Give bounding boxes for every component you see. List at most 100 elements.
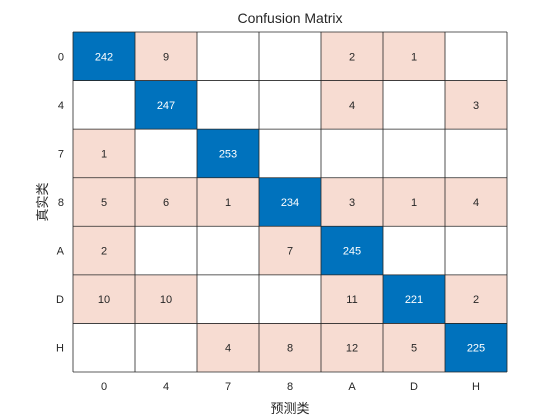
matrix-cell-r6-c4 xyxy=(321,323,383,372)
column-tick-label: 8 xyxy=(287,381,293,393)
matrix-cell-r3-c6 xyxy=(445,177,507,227)
matrix-cell-r2-c3 xyxy=(259,129,321,178)
cell-value-label: 245 xyxy=(343,246,361,258)
matrix-cell-r6-c5 xyxy=(383,323,445,372)
cell-value-label: 7 xyxy=(287,246,293,258)
cell-value-label: 242 xyxy=(95,51,113,63)
matrix-cell-r4-c5 xyxy=(383,226,445,275)
cell-value-label: 1 xyxy=(411,197,417,209)
matrix-cell-r1-c6 xyxy=(445,80,507,130)
row-tick-label: D xyxy=(56,294,64,306)
matrix-cell-r6-c1 xyxy=(135,323,197,372)
matrix-cell-r0-c4 xyxy=(321,32,383,81)
column-tick-label: 0 xyxy=(101,381,107,393)
row-tick-label: 4 xyxy=(58,100,64,112)
cell-value-label: 2 xyxy=(473,294,479,306)
matrix-cell-r0-c3 xyxy=(259,32,321,81)
cell-value-label: 4 xyxy=(225,343,231,355)
row-tick-label: 7 xyxy=(58,148,64,160)
matrix-cell-r0-c0 xyxy=(73,32,135,81)
cell-value-label: 2 xyxy=(349,51,355,63)
y-axis-label: 真实类 xyxy=(35,182,50,221)
matrix-cell-r5-c5 xyxy=(383,274,445,324)
matrix-cell-r0-c2 xyxy=(197,32,259,81)
cell-value-label: 8 xyxy=(287,343,293,355)
matrix-cell-r4-c6 xyxy=(445,226,507,275)
cell-value-label: 9 xyxy=(163,51,169,63)
row-tick-labels: 0 4 7 8 A D H xyxy=(56,51,65,354)
column-tick-labels: 0 4 7 8 A D H xyxy=(101,381,480,393)
matrix-cell-r2-c0 xyxy=(73,129,135,178)
matrix-cell-r1-c3 xyxy=(259,80,321,130)
cell-value-label: 5 xyxy=(411,343,417,355)
row-tick-label: H xyxy=(56,343,64,355)
matrix-cell-r4-c3 xyxy=(259,226,321,275)
matrix-cell-r2-c5 xyxy=(383,129,445,178)
matrix-cell-r4-c1 xyxy=(135,226,197,275)
cell-value-label: 4 xyxy=(349,100,355,112)
matrix-cell-r2-c6 xyxy=(445,129,507,178)
matrix-cell-r1-c5 xyxy=(383,80,445,130)
matrix-cell-r6-c0 xyxy=(73,323,135,372)
matrix-grid xyxy=(72,31,508,373)
x-axis-label: 预测类 xyxy=(270,401,309,416)
matrix-cell-r5-c2 xyxy=(197,274,259,324)
matrix-cell-r2-c2 xyxy=(197,129,259,178)
cell-value-label: 4 xyxy=(473,197,479,209)
matrix-cell-r4-c2 xyxy=(197,226,259,275)
matrix-cell-r6-c6 xyxy=(445,323,507,372)
matrix-cell-r6-c3 xyxy=(259,323,321,372)
row-tick-label: 0 xyxy=(58,51,64,63)
matrix-cell-r1-c0 xyxy=(73,80,135,130)
matrix-cell-r5-c4 xyxy=(321,274,383,324)
matrix-cell-r1-c2 xyxy=(197,80,259,130)
cell-value-label: 221 xyxy=(405,294,423,306)
row-tick-label: A xyxy=(57,246,65,258)
matrix-cell-r0-c6 xyxy=(445,32,507,81)
column-tick-label: D xyxy=(410,381,418,393)
matrix-cell-r4-c4 xyxy=(321,226,383,275)
cell-value-label: 3 xyxy=(473,100,479,112)
matrix-cell-r5-c3 xyxy=(259,274,321,324)
matrix-cell-r3-c0 xyxy=(73,177,135,227)
cell-value-label: 225 xyxy=(467,343,485,355)
matrix-cell-r3-c2 xyxy=(197,177,259,227)
cell-value-label: 6 xyxy=(163,197,169,209)
chart-title: Confusion Matrix xyxy=(237,10,342,26)
cell-value-label: 2 xyxy=(101,246,107,258)
matrix-cell-r0-c1 xyxy=(135,32,197,81)
cell-value-label: 234 xyxy=(281,197,299,209)
cell-value-label: 1 xyxy=(411,51,417,63)
matrix-cell-r0-c5 xyxy=(383,32,445,81)
matrix-cell-r5-c0 xyxy=(73,274,135,324)
column-tick-label: A xyxy=(348,381,356,393)
matrix-cell-r3-c5 xyxy=(383,177,445,227)
cell-value-label: 11 xyxy=(346,294,357,306)
matrix-cell-r2-c1 xyxy=(135,129,197,178)
cell-value-label: 10 xyxy=(160,294,172,306)
matrix-cell-r3-c3 xyxy=(259,177,321,227)
matrix-cell-r6-c2 xyxy=(197,323,259,372)
cell-value-label: 3 xyxy=(349,197,355,209)
matrix-cell-r5-c6 xyxy=(445,274,507,324)
cell-value-label: 12 xyxy=(346,343,358,355)
matrix-cell-r4-c0 xyxy=(73,226,135,275)
cell-value-label: 247 xyxy=(157,100,175,112)
matrix-cell-r1-c1 xyxy=(135,80,197,130)
cell-value-label: 5 xyxy=(101,197,107,209)
cell-value-label: 253 xyxy=(219,148,237,160)
column-tick-label: 4 xyxy=(163,381,169,393)
row-tick-label: 8 xyxy=(58,197,64,209)
cell-value-label: 10 xyxy=(98,294,110,306)
matrix-cell-r1-c4 xyxy=(321,80,383,130)
matrix-cell-r2-c4 xyxy=(321,129,383,178)
cell-value-label: 1 xyxy=(101,148,107,160)
matrix-cell-r5-c1 xyxy=(135,274,197,324)
column-tick-label: 7 xyxy=(225,381,231,393)
matrix-cell-r3-c1 xyxy=(135,177,197,227)
cell-value-label: 1 xyxy=(225,197,231,209)
column-tick-label: H xyxy=(472,381,480,393)
